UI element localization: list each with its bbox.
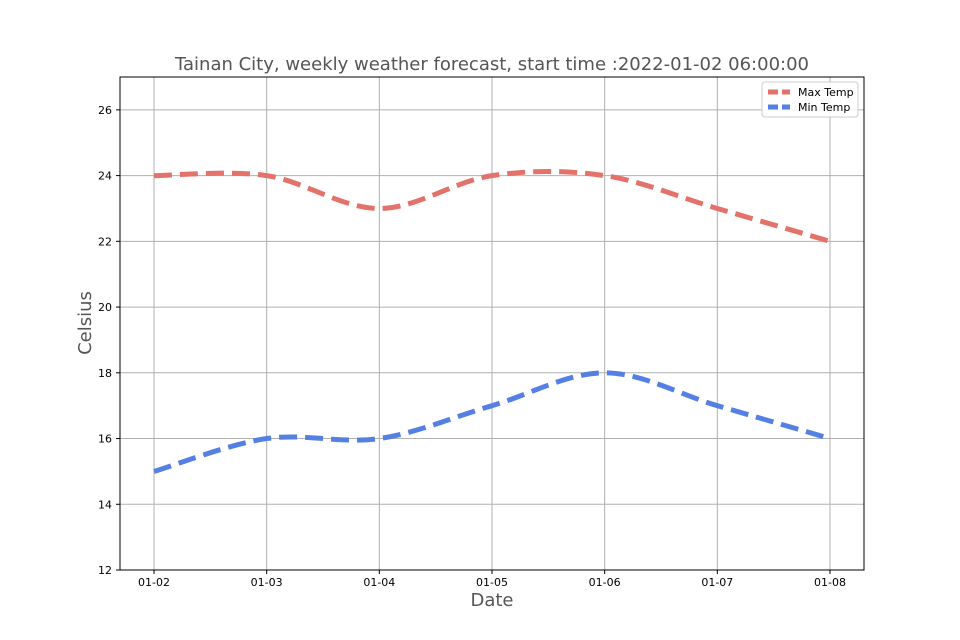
legend-label: Max Temp: [798, 86, 854, 99]
series-line-max-temp: [153, 169, 831, 244]
y-tick-label: 14: [98, 498, 112, 511]
x-axis-label: Date: [470, 590, 513, 611]
y-tick-label: 18: [98, 367, 112, 380]
series-line-min-temp: [153, 370, 831, 474]
chart-title: Tainan City, weekly weather forecast, st…: [174, 54, 809, 75]
y-axis-ticks: 12 14 16 18 20 22 24 26: [98, 104, 120, 577]
x-tick-label: 01-06: [589, 576, 621, 589]
grid: [120, 77, 864, 571]
x-tick-label: 01-03: [251, 576, 283, 589]
x-tick-label: 01-05: [476, 576, 508, 589]
y-tick-label: 16: [98, 433, 112, 446]
x-tick-label: 01-07: [701, 576, 733, 589]
x-tick-label: 01-04: [363, 576, 395, 589]
y-tick-label: 20: [98, 301, 112, 314]
x-axis-ticks: 01-02 01-03 01-04 01-05 01-06 01-07 01-08: [138, 570, 846, 589]
legend-entries: Max Temp Min Temp: [768, 86, 854, 114]
y-tick-label: 24: [98, 170, 112, 183]
x-tick-label: 01-02: [138, 576, 170, 589]
legend-label: Min Temp: [798, 101, 850, 114]
y-tick-label: 12: [98, 564, 112, 577]
x-tick-label: 01-08: [814, 576, 846, 589]
series-lines: [153, 169, 831, 474]
y-tick-label: 26: [98, 104, 112, 117]
y-tick-label: 22: [98, 235, 112, 248]
legend: Max Temp Min Temp: [761, 81, 859, 118]
y-axis-label: Celsius: [75, 291, 96, 355]
